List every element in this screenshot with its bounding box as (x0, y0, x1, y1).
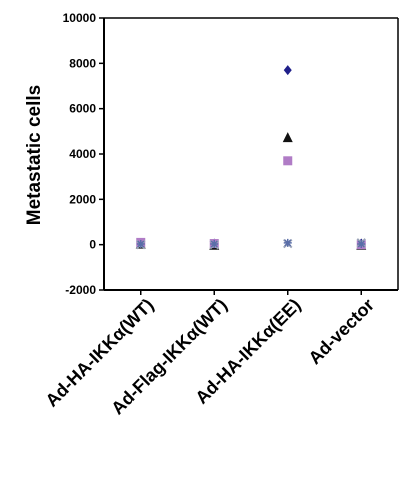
chart-axes (103, 17, 399, 291)
category-labels: Ad-HA-IKKα(WT)Ad-Flag-IKKα(WT)Ad-HA-IKKα… (42, 290, 378, 418)
star-point (283, 238, 292, 247)
star-point (136, 239, 145, 248)
square-point (283, 156, 293, 166)
star-point (210, 239, 219, 248)
triangle-point (282, 132, 293, 143)
y-ticks: -2000 0 2000 4000 6000 8000 10000 (63, 11, 104, 297)
y-tick-label: 6000 (69, 102, 96, 116)
y-tick-label: 2000 (69, 192, 96, 206)
y-axis-title: Metastatic cells (24, 85, 45, 225)
y-tick-label: 10000 (63, 11, 97, 25)
y-tick-label: 8000 (69, 56, 96, 70)
star-point (357, 239, 366, 248)
diamond-point (283, 65, 292, 76)
y-tick-label: -2000 (65, 283, 96, 297)
x-category-label: Ad-vector (305, 295, 379, 369)
y-tick-label: 0 (89, 238, 96, 252)
y-tick-label: 4000 (69, 147, 96, 161)
data-points (135, 65, 367, 250)
